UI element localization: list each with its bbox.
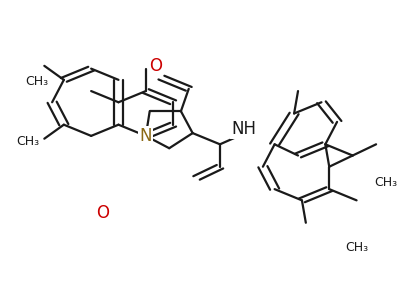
Text: CH₃: CH₃ xyxy=(374,176,398,189)
Text: CH₃: CH₃ xyxy=(16,135,40,148)
Text: CH₃: CH₃ xyxy=(345,241,368,254)
Text: N: N xyxy=(140,127,152,145)
Text: O: O xyxy=(149,57,162,75)
Text: NH: NH xyxy=(231,120,256,138)
Text: CH₃: CH₃ xyxy=(25,75,48,88)
Text: O: O xyxy=(96,204,109,222)
